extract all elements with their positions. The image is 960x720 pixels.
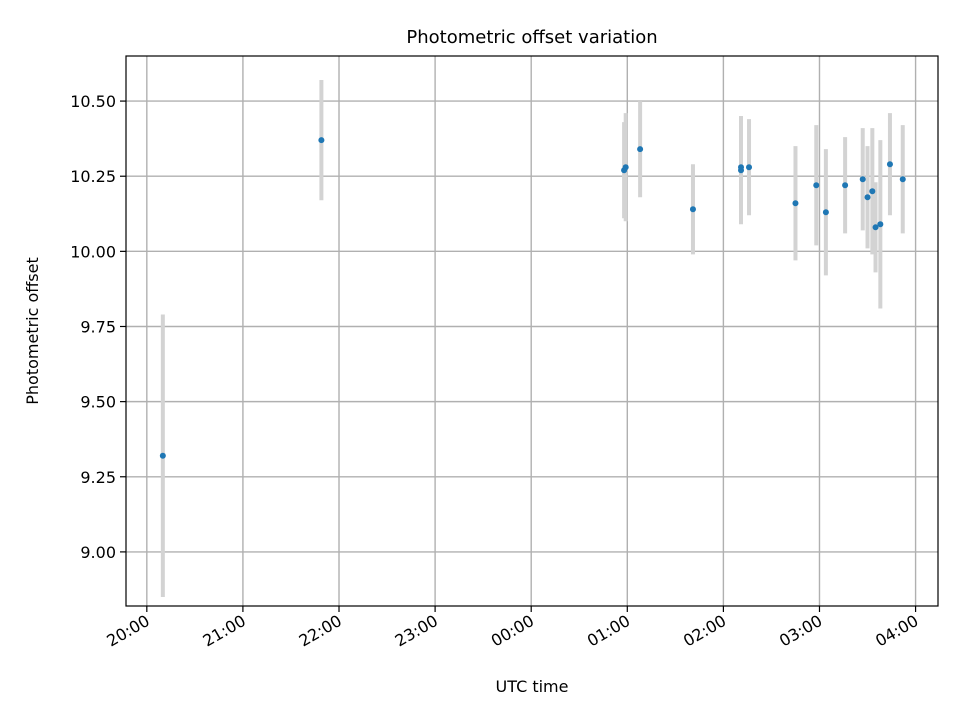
y-tick-label: 10.25 (70, 167, 116, 186)
data-point (746, 164, 753, 171)
x-tick-label: 01:00 (584, 611, 633, 651)
x-axis-ticks: 20:00 21:00 22:00 23:00 00:00 01:00 02:00 03:00… (103, 606, 922, 651)
data-point (637, 146, 644, 153)
data-point (864, 194, 871, 201)
x-tick-label: 21:00 (199, 611, 248, 651)
x-tick-label: 22:00 (296, 611, 345, 651)
x-tick-label: 04:00 (872, 611, 921, 651)
x-tick-label: 00:00 (488, 611, 537, 651)
x-axis-label: UTC time (496, 677, 569, 696)
y-tick-label: 9.25 (80, 468, 116, 487)
y-tick-label: 9.00 (80, 543, 116, 562)
y-tick-label: 10.50 (70, 92, 116, 111)
y-tick-label: 10.00 (70, 242, 116, 261)
data-point (872, 224, 879, 231)
x-tick-label: 20:00 (103, 611, 152, 651)
data-point (318, 137, 325, 144)
x-tick-label: 03:00 (776, 611, 825, 651)
y-tick-label: 9.50 (80, 393, 116, 412)
data-point (842, 182, 849, 189)
data-point (622, 164, 629, 171)
y-tick-label: 9.75 (80, 317, 116, 336)
data-point (886, 161, 893, 168)
error-bars (160, 80, 905, 597)
data-point (822, 209, 829, 216)
data-point (689, 206, 696, 213)
data-point (813, 182, 820, 189)
y-axis-ticks: 9.00 9.25 9.50 9.75 10.00 10.25 10.50 (70, 92, 126, 562)
data-point (869, 188, 876, 195)
data-point (859, 176, 866, 183)
data-point (877, 221, 884, 228)
x-tick-label: 02:00 (680, 611, 729, 651)
x-tick-label: 23:00 (392, 611, 441, 651)
plot-frame (125, 55, 939, 607)
y-axis-label: Photometric offset (23, 257, 42, 405)
data-points (159, 137, 906, 459)
data-point (792, 200, 799, 207)
chart-title: Photometric offset variation (406, 27, 657, 48)
data-point (159, 452, 166, 459)
data-point (738, 164, 745, 171)
data-point (899, 176, 906, 183)
